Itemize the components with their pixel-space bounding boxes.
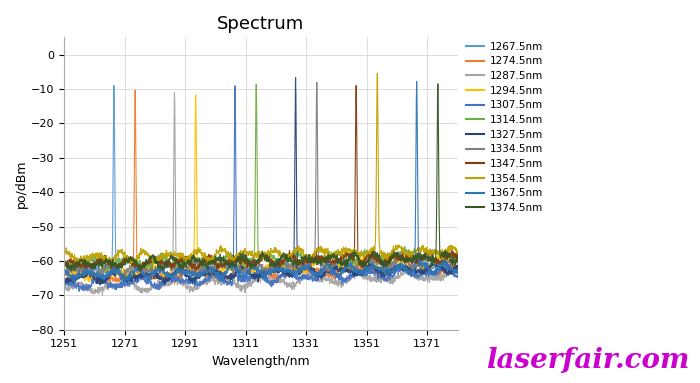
Y-axis label: po/dBm: po/dBm (15, 159, 28, 208)
Legend: 1267.5nm, 1274.5nm, 1287.5nm, 1294.5nm, 1307.5nm, 1314.5nm, 1327.5nm, 1334.5nm, : 1267.5nm, 1274.5nm, 1287.5nm, 1294.5nm, … (461, 37, 547, 217)
X-axis label: Wavelength/nm: Wavelength/nm (211, 355, 310, 368)
Text: laserfair.com: laserfair.com (486, 347, 690, 374)
Title: Spectrum: Spectrum (217, 15, 304, 33)
